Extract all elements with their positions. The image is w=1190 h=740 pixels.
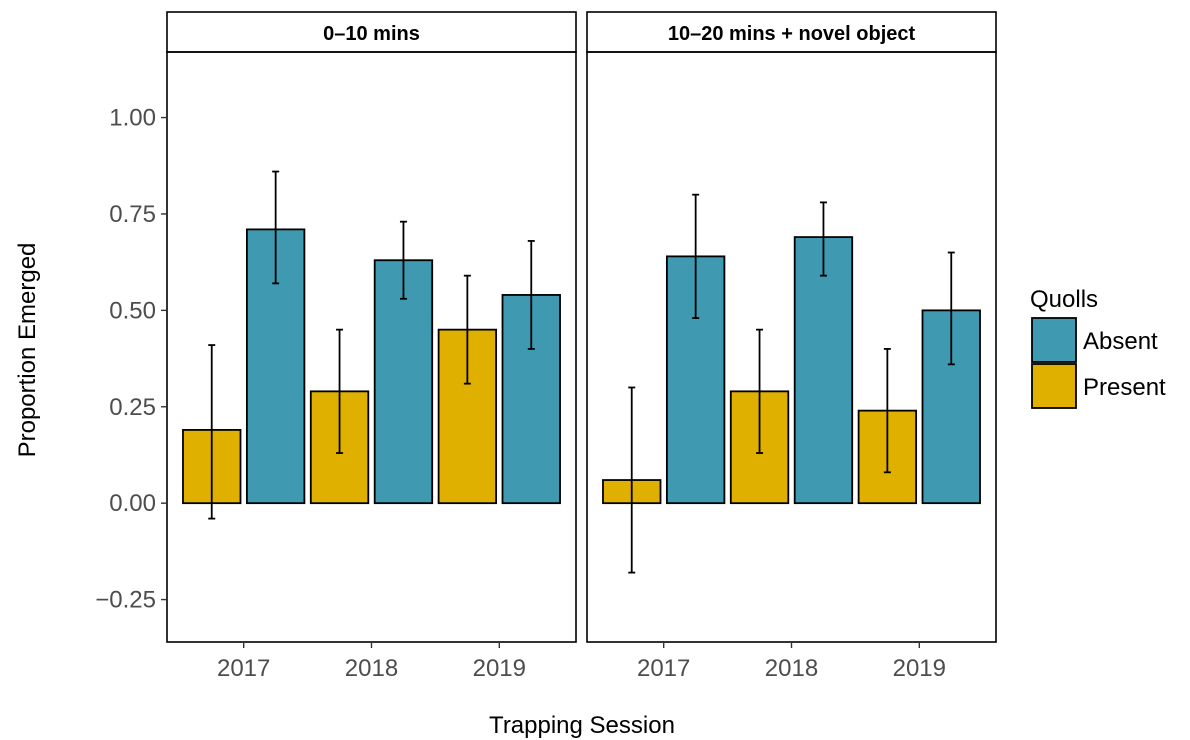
x-tick-label: 2017	[217, 655, 270, 682]
legend-label-absent: Absent	[1083, 328, 1158, 355]
bar	[793, 236, 854, 505]
y-tick-label: −0.25	[95, 587, 156, 614]
panel-title: 0–10 mins	[323, 23, 420, 45]
x-tick-label: 2018	[765, 655, 818, 682]
x-tick-label: 2019	[473, 655, 526, 682]
y-tick-label: 0.75	[109, 201, 156, 228]
panel-strip	[166, 11, 577, 53]
y-axis-title: Proportion Emerged	[14, 243, 41, 458]
panel-1: 0–10 mins 2017 2018 2019	[166, 11, 577, 682]
panel-strip	[586, 11, 997, 53]
x-tick-label: 2019	[893, 655, 946, 682]
legend-key-absent	[1031, 317, 1077, 363]
legend-title: Quolls	[1030, 286, 1098, 313]
legend: Quolls Absent Present	[1030, 286, 1166, 409]
y-axis: −0.25 0.00 0.25 0.50 0.75 1.00	[95, 105, 167, 614]
y-tick-label: 0.50	[109, 297, 156, 324]
y-tick-label: 0.25	[109, 394, 156, 421]
x-axis-title: Trapping Session	[489, 712, 675, 739]
x-tick-label: 2017	[637, 655, 690, 682]
y-tick-label: 1.00	[109, 105, 156, 132]
legend-label-present: Present	[1083, 374, 1166, 401]
y-tick-label: 0.00	[109, 490, 156, 517]
panel-title: 10–20 mins + novel object	[668, 23, 916, 45]
panel-2: 10–20 mins + novel object 2017 2018 2019	[586, 11, 997, 682]
legend-key-present	[1031, 363, 1077, 409]
x-tick-label: 2018	[345, 655, 398, 682]
